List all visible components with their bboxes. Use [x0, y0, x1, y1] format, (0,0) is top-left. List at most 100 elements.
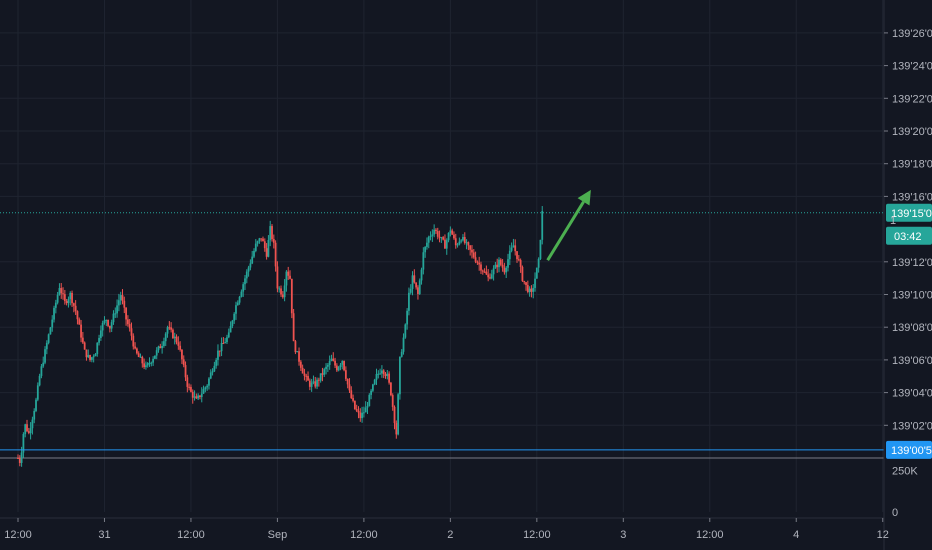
candle-body [271, 226, 273, 240]
candle-body [442, 237, 445, 240]
candle-body [373, 379, 376, 385]
candle-body [362, 412, 365, 414]
candle-body [426, 242, 428, 247]
candle-body [42, 362, 45, 367]
price-tick-label: 139'26'0 [892, 28, 932, 40]
candle-body [163, 341, 165, 346]
candle-body [480, 264, 482, 271]
candle-body [280, 288, 282, 295]
candle-body [150, 362, 153, 364]
candle-body [166, 327, 169, 334]
time-axis[interactable]: 12:00 31 12:00 Sep 12:00 2 12:00 3 12:00 4 12 [0, 517, 889, 541]
candle-body [276, 266, 279, 289]
candle-body [444, 239, 446, 249]
candle-body [195, 396, 198, 399]
candle-body [159, 346, 162, 349]
candle-body [191, 391, 194, 398]
candle-body [164, 333, 167, 342]
candle-body [330, 358, 333, 361]
candle-body [229, 326, 232, 333]
candle-body [72, 303, 75, 306]
candle-body [236, 302, 239, 306]
candle-body [283, 285, 286, 298]
candle-body [27, 431, 30, 434]
candle-body [193, 396, 196, 398]
candle-body [525, 282, 527, 286]
time-tick-label: 12:00 [696, 529, 724, 541]
arrow-shaft [546, 200, 585, 261]
candle-body [76, 311, 79, 320]
candle-body [463, 236, 466, 243]
candle-body [498, 259, 500, 268]
candle-body [458, 241, 461, 245]
support-price-label-box [886, 440, 932, 459]
support-price-label: 139'00'5 [891, 445, 932, 457]
candle-body [20, 452, 23, 463]
candle-body [516, 251, 518, 260]
candle-body [343, 360, 345, 371]
candle-body [447, 232, 450, 241]
candle-body [137, 353, 140, 357]
candle-body [119, 295, 122, 301]
candle-body [512, 245, 515, 248]
candle-body [339, 364, 342, 368]
candle-body [222, 343, 225, 345]
candle-body [462, 236, 464, 241]
candle-body [254, 243, 257, 251]
candle-body [433, 229, 436, 235]
candle-body [319, 373, 322, 381]
candle-body [326, 364, 329, 367]
time-tick-label: 12:00 [350, 529, 378, 541]
price-tick-label: 139'02'0 [892, 420, 932, 432]
candle-body [308, 380, 311, 387]
candle-body [123, 300, 126, 308]
candle-body [18, 458, 21, 463]
candle-body [209, 372, 212, 379]
candle-body [145, 365, 147, 368]
candle-body [517, 259, 520, 261]
candle-body [334, 360, 336, 366]
candle-body [310, 382, 313, 387]
candle-body [71, 292, 73, 304]
candle-body [182, 359, 185, 366]
candle-body [47, 334, 50, 343]
candle-body [346, 378, 349, 385]
candle-body [415, 282, 418, 288]
candle-body [134, 346, 136, 349]
candle-body [44, 349, 46, 363]
candle-body [31, 419, 34, 429]
candle-body [67, 299, 70, 304]
candle-body [107, 319, 109, 326]
candle-body [146, 363, 149, 366]
candle-body [465, 242, 468, 244]
candle-body [152, 358, 155, 363]
candle-body [519, 260, 522, 267]
price-tick-label: 139'12'0 [892, 257, 932, 269]
price-tick-label: 139'20'0 [892, 126, 932, 138]
candle-body [267, 240, 270, 257]
candle-body [213, 365, 216, 372]
candle-body [386, 373, 389, 377]
candle-body [211, 371, 214, 373]
candle-body [244, 278, 246, 285]
candle-body [143, 363, 146, 368]
candle-body [26, 424, 28, 432]
candle-body [390, 382, 392, 396]
time-tick-label: 12:00 [4, 529, 32, 541]
candle-body [402, 337, 405, 352]
candle-body [197, 395, 200, 399]
candle-body [251, 256, 254, 264]
candle-body [62, 293, 64, 295]
candle-body [17, 458, 19, 459]
candle-body [128, 324, 131, 329]
candle-body [217, 350, 219, 360]
candle-body [132, 335, 135, 347]
candle-body [521, 266, 524, 281]
time-tick-label: 31 [98, 529, 110, 541]
price-axis[interactable]: 139'26'0 139'24'0 139'22'0 139'20'0 139'18'0… [883, 0, 932, 550]
candle-body [382, 370, 385, 375]
candle-body [528, 288, 531, 293]
candle-body [510, 247, 513, 251]
current-price-label-box [886, 203, 932, 222]
